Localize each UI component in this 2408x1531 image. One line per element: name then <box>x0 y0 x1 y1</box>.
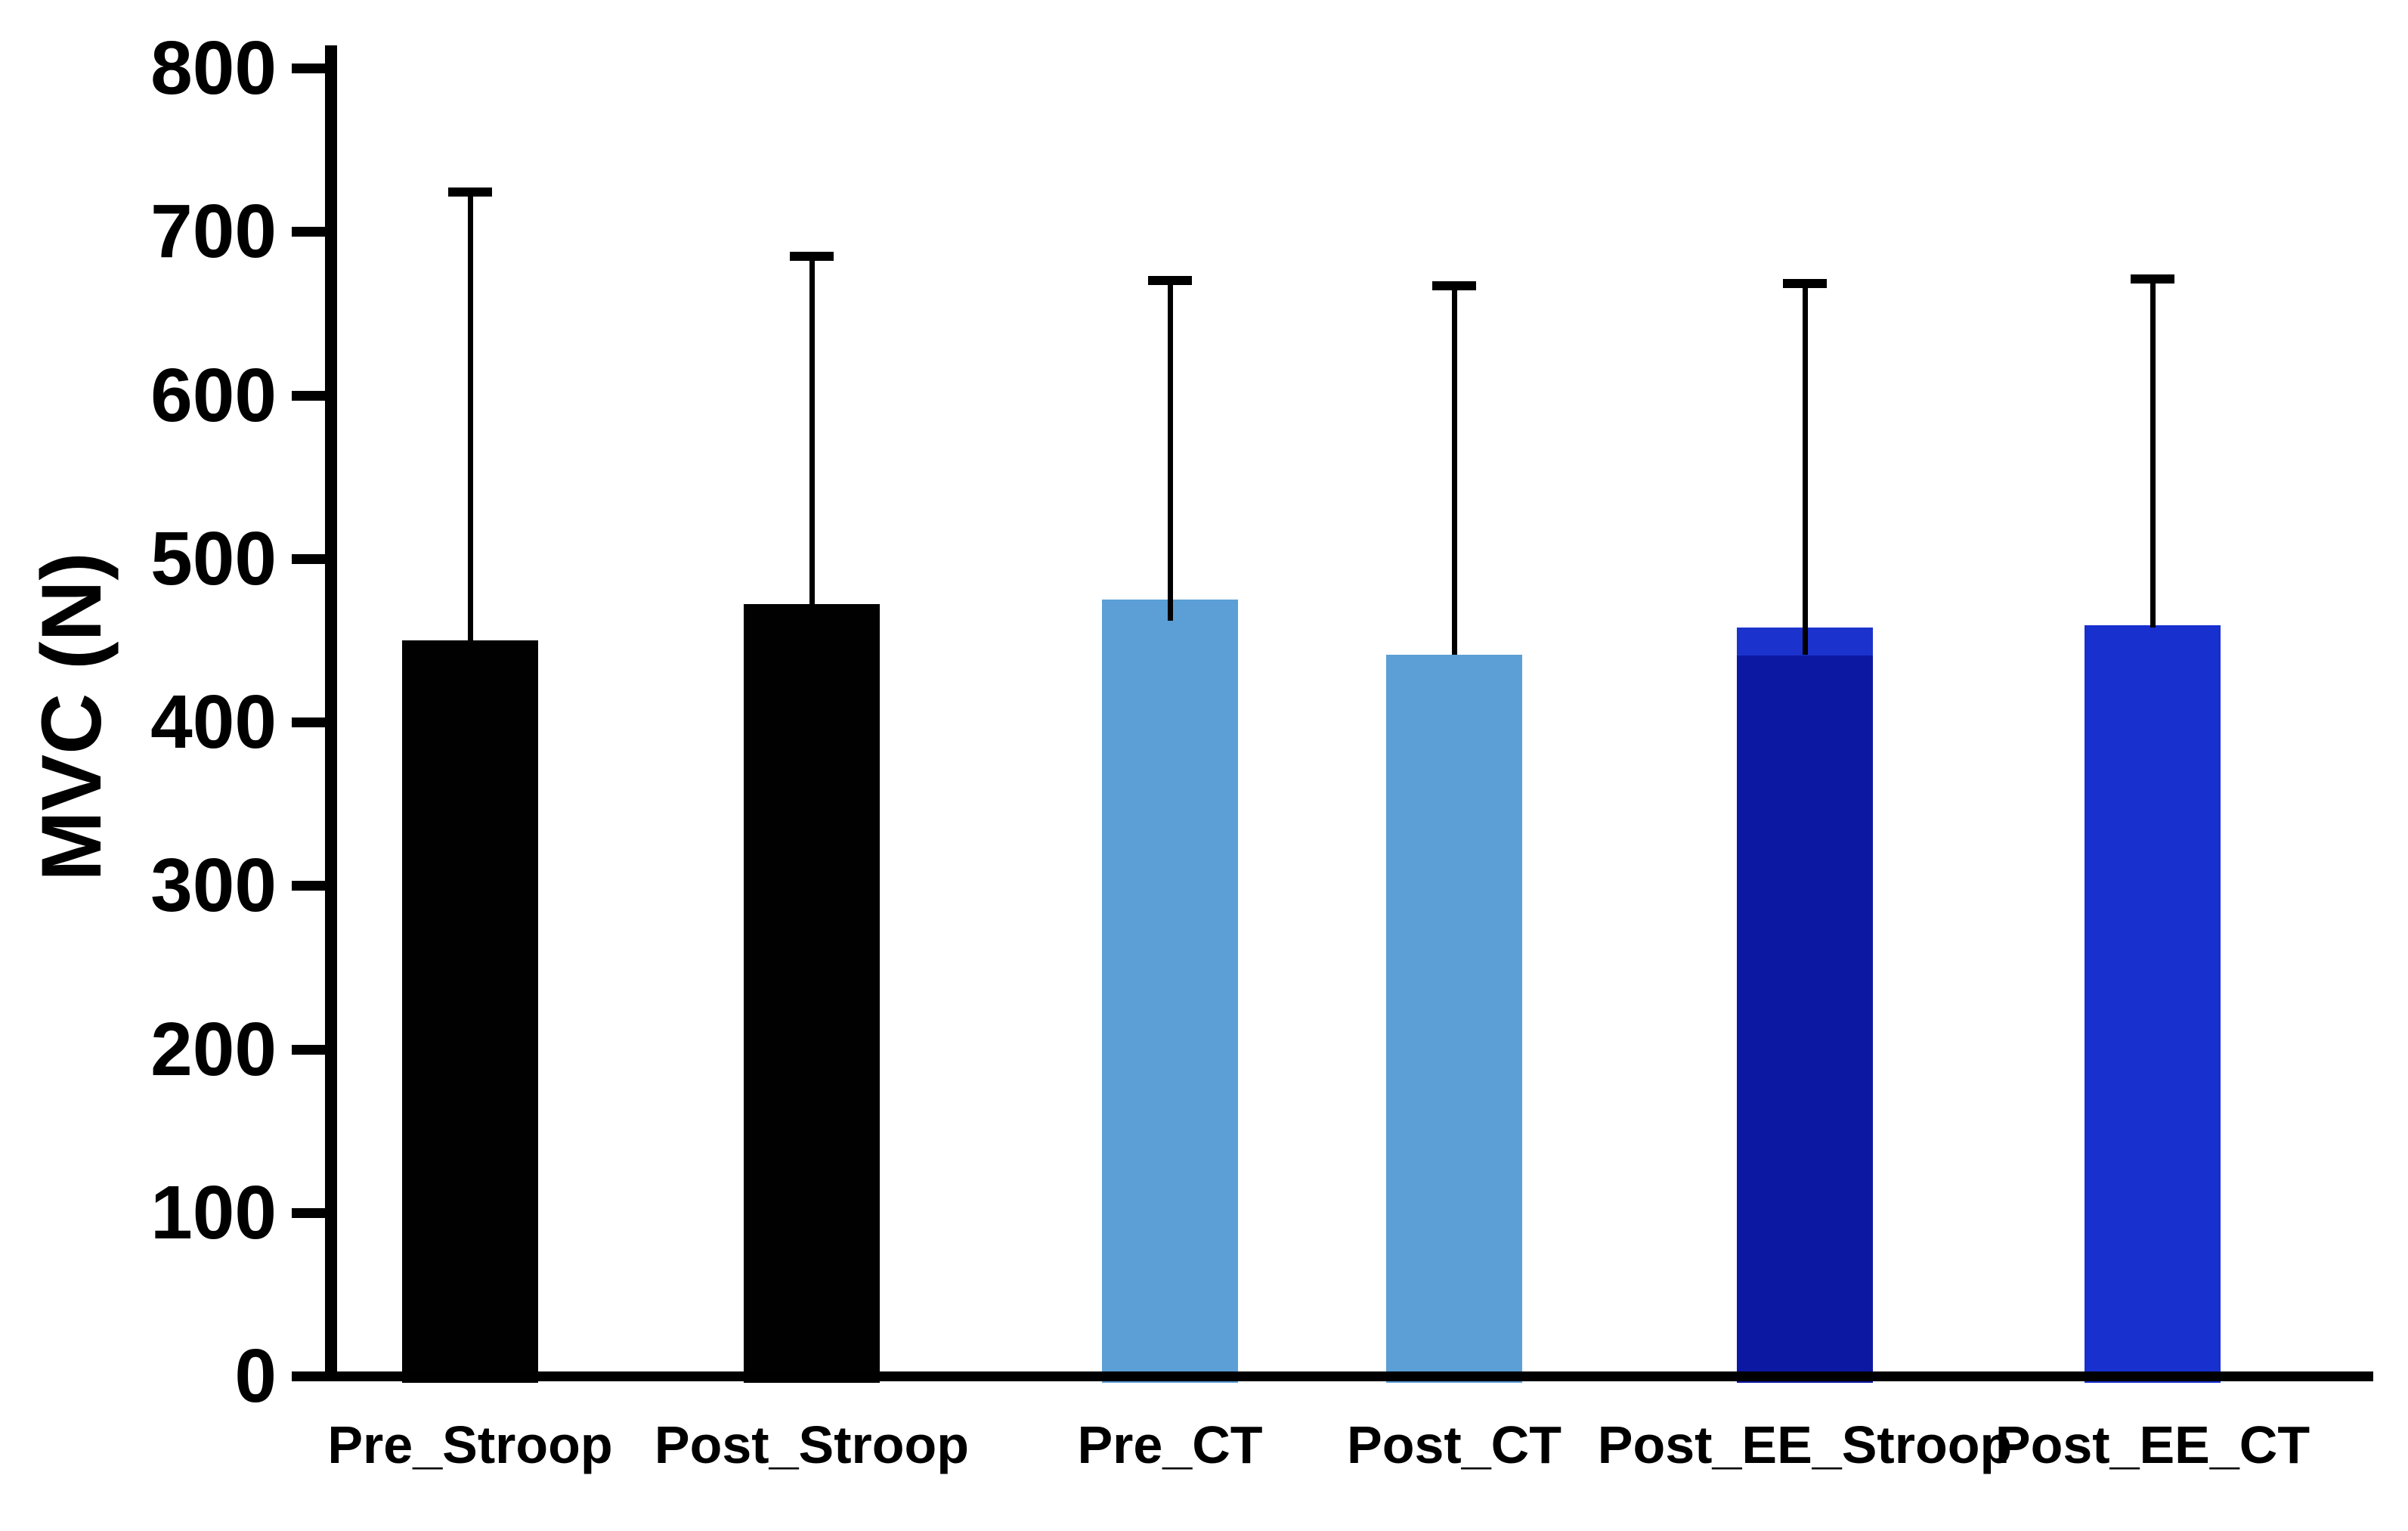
x-axis-line <box>325 1371 2373 1381</box>
error-whisker-Post_EE_CT <box>2150 279 2156 628</box>
y-tick-label-300: 300 <box>150 843 277 928</box>
y-tick-label-100: 100 <box>150 1170 277 1255</box>
bar-Pre_CT <box>1102 600 1238 1383</box>
bar-Post_EE_Stroop <box>1737 628 1873 1383</box>
bar-Post_CT <box>1386 655 1522 1383</box>
y-tick-100 <box>292 1208 325 1218</box>
error-cap-Post_Stroop <box>790 252 834 261</box>
x-category-label-Post_EE_Stroop: Post_EE_Stroop <box>1597 1415 2013 1474</box>
error-whisker-Pre_Stroop <box>468 192 473 640</box>
y-tick-label-700: 700 <box>150 189 277 274</box>
y-tick-700 <box>292 227 325 237</box>
error-cap-Post_EE_CT <box>2131 274 2174 284</box>
error-whisker-Post_EE_Stroop <box>1803 284 1808 655</box>
x-category-label-Post_CT: Post_CT <box>1347 1415 1561 1474</box>
y-tick-200 <box>292 1045 325 1055</box>
error-whisker-Pre_CT <box>1168 280 1173 621</box>
error-whisker-Post_Stroop <box>809 256 815 604</box>
x-category-label-Pre_CT: Pre_CT <box>1077 1415 1263 1474</box>
y-tick-800 <box>292 64 325 73</box>
y-tick-0 <box>292 1371 325 1381</box>
bar-Pre_Stroop <box>402 640 538 1383</box>
x-category-label-Post_Stroop: Post_Stroop <box>654 1415 970 1474</box>
y-tick-300 <box>292 881 325 891</box>
error-whisker-Post_CT <box>1452 286 1457 655</box>
y-tick-400 <box>292 717 325 727</box>
y-tick-label-400: 400 <box>150 680 277 764</box>
y-tick-label-800: 800 <box>150 26 277 110</box>
bar-Post_Stroop <box>744 604 880 1383</box>
y-tick-label-0: 0 <box>234 1334 277 1418</box>
x-category-label-Post_EE_CT: Post_EE_CT <box>1995 1415 2311 1474</box>
x-category-label-Pre_Stroop: Pre_Stroop <box>327 1415 613 1474</box>
bar-Post_EE_CT <box>2085 625 2221 1383</box>
y-tick-label-500: 500 <box>150 516 277 601</box>
y-tick-label-600: 600 <box>150 353 277 438</box>
error-cap-Pre_CT <box>1148 276 1192 285</box>
y-axis-line <box>325 45 337 1381</box>
y-tick-600 <box>292 391 325 401</box>
error-cap-Post_CT <box>1432 281 1476 290</box>
error-cap-Post_EE_Stroop <box>1783 279 1827 288</box>
error-cap-Pre_Stroop <box>448 188 492 197</box>
y-tick-label-200: 200 <box>150 1007 277 1092</box>
y-tick-500 <box>292 554 325 564</box>
